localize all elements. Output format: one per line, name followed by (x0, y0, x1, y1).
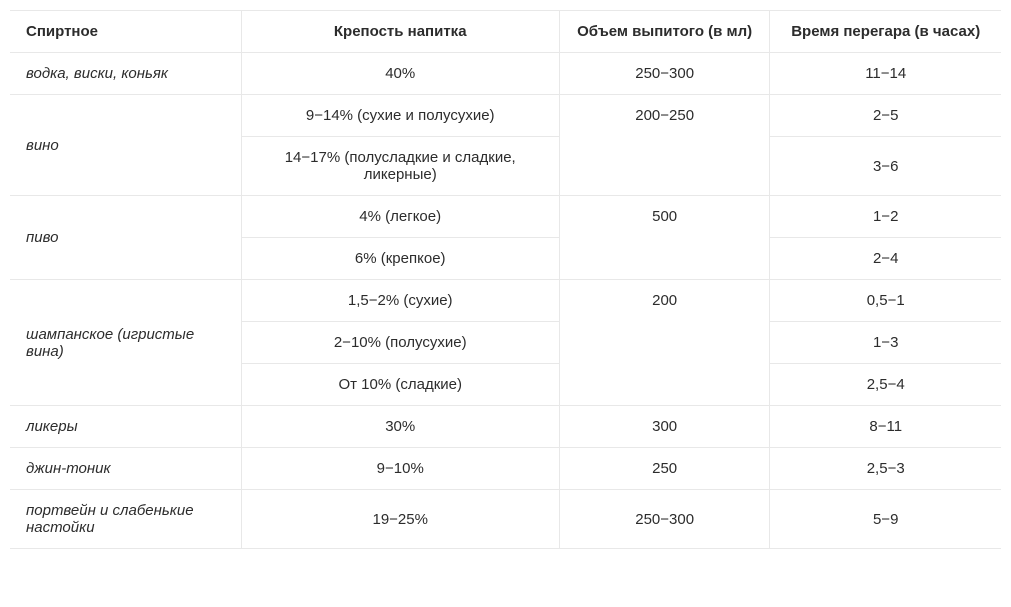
table-row: вино 9−14% (сухие и полусухие) 200−250 2… (10, 95, 1001, 137)
cell-strength: 9−14% (сухие и полусухие) (241, 95, 559, 137)
table-row: шампанское (игристые вина) 1,5−2% (сухие… (10, 280, 1001, 322)
cell-strength: 19−25% (241, 490, 559, 549)
table-header-row: Спиртное Крепость напитка Объем выпитого… (10, 11, 1001, 53)
cell-volume: 200 (559, 280, 770, 406)
cell-time: 2,5−3 (770, 448, 1001, 490)
cell-time: 2−5 (770, 95, 1001, 137)
cell-drink: пиво (10, 196, 241, 280)
cell-drink: вино (10, 95, 241, 196)
cell-drink: портвейн и слабенькие настойки (10, 490, 241, 549)
cell-time: 2−4 (770, 238, 1001, 280)
cell-volume: 500 (559, 196, 770, 280)
cell-time: 1−2 (770, 196, 1001, 238)
cell-strength: От 10% (сладкие) (241, 364, 559, 406)
header-drink: Спиртное (10, 11, 241, 53)
table-row: ликеры 30% 300 8−11 (10, 406, 1001, 448)
cell-volume: 300 (559, 406, 770, 448)
cell-time: 3−6 (770, 137, 1001, 196)
cell-strength: 1,5−2% (сухие) (241, 280, 559, 322)
cell-volume: 250 (559, 448, 770, 490)
table-row: джин-тоник 9−10% 250 2,5−3 (10, 448, 1001, 490)
table-row: водка, виски, коньяк 40% 250−300 11−14 (10, 53, 1001, 95)
cell-time: 5−9 (770, 490, 1001, 549)
cell-time: 0,5−1 (770, 280, 1001, 322)
cell-volume: 250−300 (559, 490, 770, 549)
cell-time: 11−14 (770, 53, 1001, 95)
cell-volume: 200−250 (559, 95, 770, 196)
alcohol-table: Спиртное Крепость напитка Объем выпитого… (10, 10, 1001, 549)
cell-strength: 40% (241, 53, 559, 95)
cell-strength: 14−17% (полусладкие и сладкие, ликерные) (241, 137, 559, 196)
cell-strength: 6% (крепкое) (241, 238, 559, 280)
cell-drink: шампанское (игристые вина) (10, 280, 241, 406)
cell-strength: 4% (легкое) (241, 196, 559, 238)
cell-strength: 9−10% (241, 448, 559, 490)
cell-drink: ликеры (10, 406, 241, 448)
header-volume: Объем выпитого (в мл) (559, 11, 770, 53)
cell-volume: 250−300 (559, 53, 770, 95)
cell-drink: водка, виски, коньяк (10, 53, 241, 95)
table-row: портвейн и слабенькие настойки 19−25% 25… (10, 490, 1001, 549)
table-row: пиво 4% (легкое) 500 1−2 (10, 196, 1001, 238)
cell-time: 8−11 (770, 406, 1001, 448)
cell-drink: джин-тоник (10, 448, 241, 490)
cell-time: 1−3 (770, 322, 1001, 364)
cell-strength: 2−10% (полусухие) (241, 322, 559, 364)
header-strength: Крепость напитка (241, 11, 559, 53)
cell-time: 2,5−4 (770, 364, 1001, 406)
cell-strength: 30% (241, 406, 559, 448)
header-time: Время перегара (в часах) (770, 11, 1001, 53)
